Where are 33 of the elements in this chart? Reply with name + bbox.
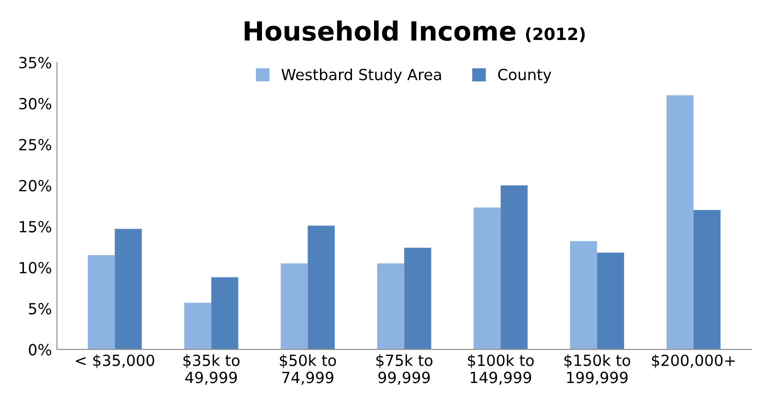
y-tick-label: 30% — [19, 98, 52, 110]
legend-label: County — [498, 68, 552, 84]
bar — [377, 263, 404, 350]
y-tick-label: 20% — [19, 180, 52, 192]
x-tick-label: < $35,000 — [76, 354, 154, 368]
bar — [597, 252, 624, 350]
bar — [88, 255, 115, 350]
y-tick-label: 25% — [19, 138, 52, 150]
chart-subtitle: (2012) — [526, 27, 585, 42]
bar — [500, 185, 528, 350]
bar — [280, 263, 308, 350]
bar — [308, 226, 335, 350]
y-tick-label: 5% — [29, 302, 52, 314]
bar — [114, 228, 142, 350]
y-tick-label: 10% — [20, 262, 52, 274]
x-tick-label: $150k to 199,999 — [564, 354, 630, 385]
chart-title: Household Income — [244, 20, 516, 41]
bar — [474, 208, 501, 350]
y-tick-label: 0% — [28, 344, 52, 356]
legend-label: Westbard Study Area — [282, 68, 441, 84]
bar — [694, 210, 721, 350]
bar — [666, 95, 694, 350]
y-tick-label: 15% — [20, 220, 52, 232]
bar — [211, 277, 238, 350]
x-tick-label: $75k to 99,999 — [376, 354, 432, 385]
bar — [404, 248, 432, 350]
y-tick-label: 35% — [19, 56, 52, 68]
bar — [570, 241, 598, 350]
x-tick-label: $100k to 149,999 — [468, 354, 534, 385]
x-tick-label: $50k to 74,999 — [280, 354, 336, 385]
x-tick-label: $200,000+ — [652, 354, 735, 368]
bar — [184, 302, 212, 350]
x-tick-label: $35k to 49,999 — [183, 354, 240, 385]
